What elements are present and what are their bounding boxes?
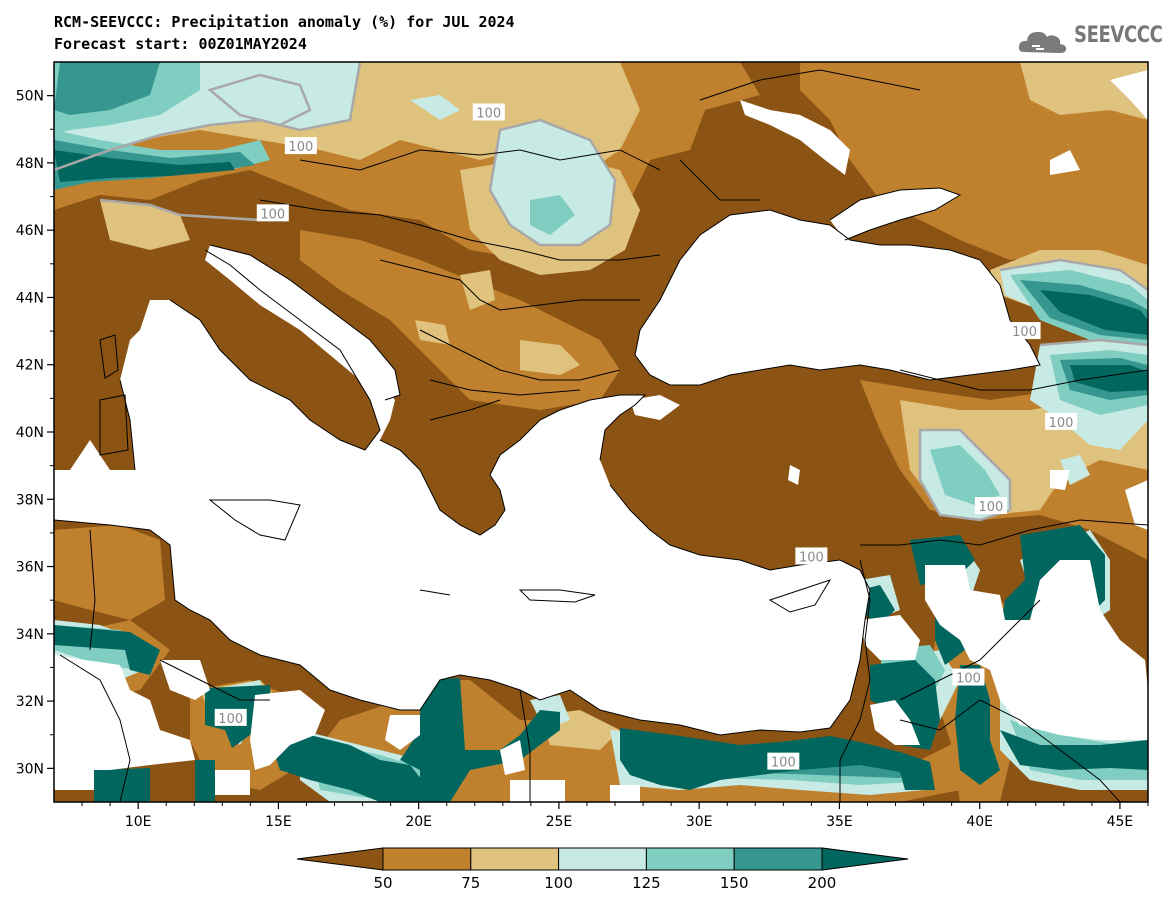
colorbar-label: 50 — [373, 874, 392, 892]
cloud-icon — [1018, 31, 1067, 53]
lon-tick-label: 15E — [265, 814, 292, 830]
sea-and-masked-areas — [54, 70, 1148, 802]
contour-label: 100 — [260, 207, 285, 222]
lon-tick-label: 25E — [546, 814, 573, 830]
colorbar-label: 200 — [808, 874, 837, 892]
lat-tick-label: 32N — [16, 694, 44, 710]
contour-label: 100 — [1012, 325, 1037, 340]
contour-label: 100 — [978, 500, 1003, 515]
colorbar-swatch — [733, 847, 823, 871]
contour-label: 100 — [218, 712, 243, 727]
colorbar-legend: 50 75 100 125 150 200 — [296, 847, 909, 892]
lon-tick-label: 40E — [966, 814, 993, 830]
contour-label: 100 — [1049, 416, 1074, 431]
lat-tick-label: 46N — [16, 223, 44, 239]
contour-label-box — [795, 547, 828, 565]
contour-labels: 100 100 100 100 100 100 100 100 100 100 — [214, 103, 1078, 771]
contour-label-box — [284, 137, 317, 155]
colorbar-swatch — [558, 847, 647, 871]
contour-label-box — [472, 103, 505, 121]
forecast-start-subtitle: Forecast start: 00Z01MAY2024 — [54, 35, 307, 53]
lon-tick-label: 45E — [1107, 814, 1134, 830]
colorbar-swatch — [645, 847, 735, 871]
seevccc-logo-text: SEEVCCC — [1074, 23, 1163, 48]
colorbar-label: 150 — [720, 874, 749, 892]
contour-label-box — [1045, 412, 1078, 430]
lat-tick-label: 36N — [16, 560, 44, 576]
colorbar-label: 75 — [461, 874, 480, 892]
coastlines-and-borders — [54, 69, 1148, 802]
colorbar-low-extension — [296, 847, 384, 871]
contour-label-box — [1008, 322, 1041, 340]
colorbar-swatch — [470, 847, 560, 871]
lat-tick-label: 50N — [16, 89, 44, 105]
lon-tick-label: 10E — [125, 814, 152, 830]
lon-tick-label: 20E — [405, 814, 432, 830]
contour-label-box — [952, 668, 985, 686]
contour-label: 100 — [956, 672, 981, 687]
colorbar-label: 125 — [632, 874, 661, 892]
lat-tick-label: 40N — [16, 425, 44, 441]
contour-label: 100 — [771, 756, 796, 771]
lon-tick-label: 30E — [686, 814, 713, 830]
lat-tick-label: 38N — [16, 492, 44, 508]
lat-tick-label: 48N — [16, 156, 44, 172]
colorbar-label: 100 — [544, 874, 573, 892]
contour-label-box — [214, 708, 247, 726]
lon-tick-label: 35E — [826, 814, 853, 830]
lat-tick-label: 44N — [16, 290, 44, 306]
longitude-axis: 10E 15E 20E 25E 30E 35E 40E 45E — [81, 802, 1149, 830]
colorbar-swatch — [382, 847, 472, 871]
colorbar-high-extension — [821, 847, 909, 871]
lat-tick-label: 30N — [16, 761, 44, 777]
lat-tick-label: 34N — [16, 627, 44, 643]
contour-label-box — [974, 497, 1007, 514]
latitude-axis: 50N 48N 46N 44N 42N 40N 38N 36N 34N 32N 30N — [16, 89, 54, 777]
contour-label: 100 — [799, 550, 824, 565]
map-title: RCM-SEEVCCC: Precipitation anomaly (%) f… — [54, 13, 515, 31]
contour-100-lines — [54, 62, 1148, 522]
contour-label: 100 — [476, 106, 501, 121]
contour-label-box — [256, 204, 289, 222]
lat-tick-label: 42N — [16, 358, 44, 374]
contour-label: 100 — [288, 140, 313, 155]
contour-label-box — [767, 752, 800, 770]
